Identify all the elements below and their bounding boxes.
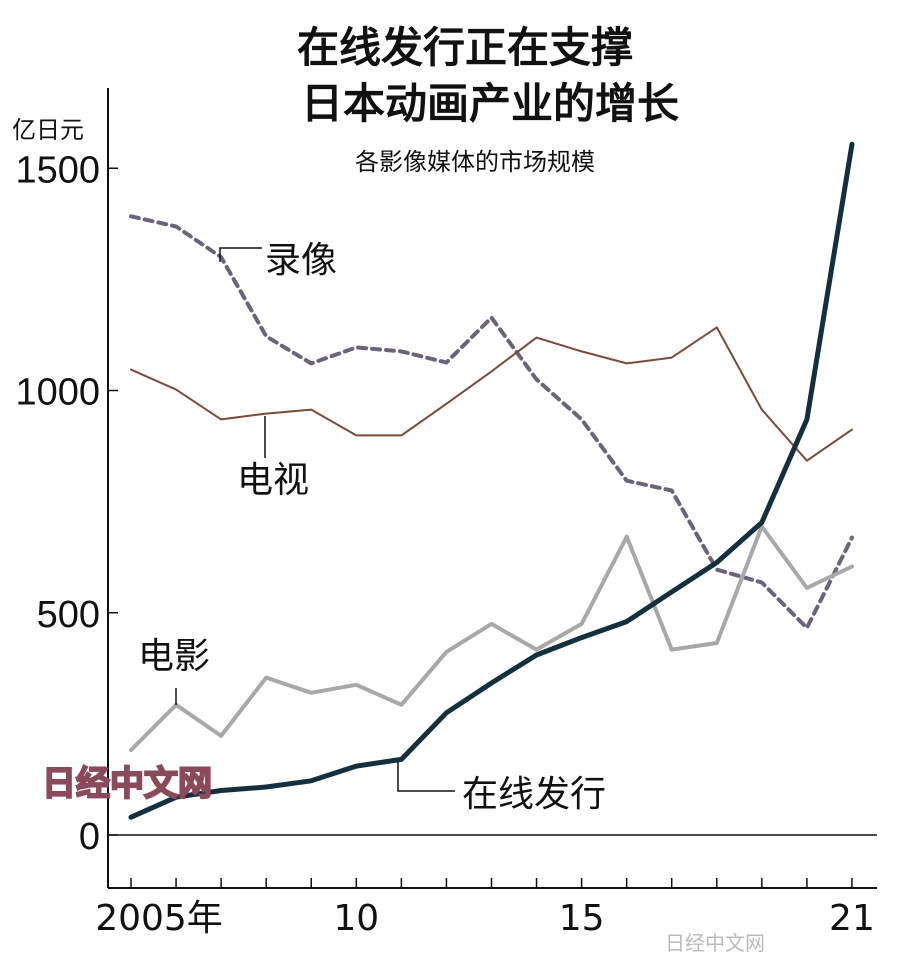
y-tick-label: 1500 bbox=[15, 149, 100, 191]
y-tick-label: 1000 bbox=[15, 372, 100, 414]
watermark-logo: 日经中文网 bbox=[42, 764, 212, 804]
series-label-online: 在线发行 bbox=[462, 774, 606, 815]
x-tick-label: 21 bbox=[829, 898, 875, 939]
chart-title-line-1: 在线发行正在支撑 bbox=[297, 23, 633, 72]
series-line-1 bbox=[130, 326, 853, 462]
watermark-corner: 日经中文网 bbox=[665, 931, 765, 955]
series-label-movie: 电影 bbox=[138, 636, 210, 677]
series-line-2 bbox=[129, 524, 854, 753]
series-label-tv: 电视 bbox=[237, 460, 309, 501]
x-tick-label: 2005年 bbox=[95, 898, 223, 939]
x-tick-label: 10 bbox=[333, 898, 379, 939]
leader-line-online bbox=[397, 762, 455, 792]
y-tick-label: 500 bbox=[37, 594, 100, 636]
y-axis-unit-label: 亿日元 bbox=[12, 116, 84, 144]
series-line-0 bbox=[129, 214, 854, 630]
chart-title-line-2: 日本动画产业的增长 bbox=[301, 79, 679, 128]
x-tick-label: 15 bbox=[559, 898, 605, 939]
leader-line-video bbox=[219, 247, 262, 262]
series-label-video: 录像 bbox=[265, 240, 337, 281]
y-tick-label: 0 bbox=[79, 816, 100, 858]
chart-subtitle: 各影像媒体的市场规模 bbox=[355, 148, 595, 176]
